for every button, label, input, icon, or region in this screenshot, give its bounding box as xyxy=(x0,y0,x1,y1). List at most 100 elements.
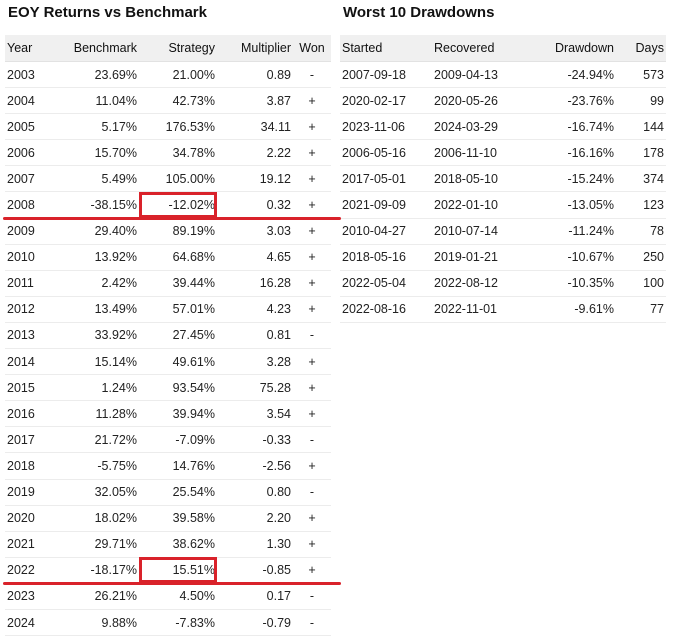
benchmark-cell: 11.04% xyxy=(47,87,139,115)
year-cell: 2006 xyxy=(5,139,47,167)
days-cell: 123 xyxy=(616,191,666,219)
won-cell: + xyxy=(293,139,331,167)
year-cell: 2013 xyxy=(5,322,47,350)
multiplier-cell: -0.79 xyxy=(217,609,293,636)
multiplier-cell: 3.54 xyxy=(217,400,293,428)
year-cell: 2008 xyxy=(5,191,47,219)
table-row: 2004 11.04% 42.73% 3.87 + xyxy=(5,87,331,115)
table-row: 2020-02-17 2020-05-26 -23.76% 99 xyxy=(340,87,666,115)
benchmark-cell: 21.72% xyxy=(47,426,139,454)
started-cell: 2018-05-16 xyxy=(340,244,432,271)
column-header-recovered: Recovered xyxy=(432,35,528,62)
days-cell: 573 xyxy=(616,61,666,89)
strategy-cell: -7.09% xyxy=(139,426,217,454)
won-cell: + xyxy=(293,218,331,245)
strategy-cell: 42.73% xyxy=(139,87,217,115)
strategy-cell: 49.61% xyxy=(139,348,217,376)
table-row: 2005 5.17% 176.53% 34.11 + xyxy=(5,113,331,141)
year-cell: 2010 xyxy=(5,244,47,271)
table-row: 2014 15.14% 49.61% 3.28 + xyxy=(5,348,331,376)
benchmark-cell: 26.21% xyxy=(47,583,139,610)
year-cell: 2011 xyxy=(5,270,47,297)
table-row: 2003 23.69% 21.00% 0.89- xyxy=(5,61,331,89)
table-row: 2022-05-04 2022-08-12 -10.35% 100 xyxy=(340,270,666,297)
year-cell: 2021 xyxy=(5,531,47,558)
strategy-cell: -12.02% xyxy=(139,191,217,219)
multiplier-cell: 75.28 xyxy=(217,374,293,402)
column-header-drawdown: Drawdown xyxy=(528,35,616,62)
strategy-cell: -7.83% xyxy=(139,609,217,636)
won-cell: + xyxy=(293,531,331,558)
recovered-cell: 2019-01-21 xyxy=(432,244,528,271)
table-row: 2017-05-01 2018-05-10 -15.24% 374 xyxy=(340,165,666,193)
table-row: 2009 29.40% 89.19% 3.03 + xyxy=(5,218,331,245)
won-cell: + xyxy=(293,400,331,428)
table-row: 2010-04-27 2010-07-14 -11.24% 78 xyxy=(340,218,666,245)
multiplier-cell: 3.28 xyxy=(217,348,293,376)
table-header-row: Started Recovered Drawdown Days xyxy=(340,35,666,62)
highlight-underline xyxy=(3,217,341,221)
recovered-cell: 2018-05-10 xyxy=(432,165,528,193)
strategy-cell: 176.53% xyxy=(139,113,217,141)
year-cell: 2012 xyxy=(5,296,47,323)
table-row: 2023 26.21% 4.50% 0.17- xyxy=(5,583,331,610)
recovered-cell: 2022-08-12 xyxy=(432,270,528,297)
year-cell: 2003 xyxy=(5,61,47,89)
won-cell: - xyxy=(293,609,331,636)
table-row: 2016 11.28% 39.94% 3.54 + xyxy=(5,400,331,428)
table-row: 2006 15.70% 34.78% 2.22 + xyxy=(5,139,331,167)
won-cell: + xyxy=(293,505,331,532)
multiplier-cell: 0.80 xyxy=(217,479,293,506)
multiplier-cell: 34.11 xyxy=(217,113,293,141)
column-header-strategy: Strategy xyxy=(139,35,217,62)
benchmark-cell: 33.92% xyxy=(47,322,139,350)
days-cell: 178 xyxy=(616,139,666,167)
worst-drawdowns-table: Started Recovered Drawdown Days 2007-09-… xyxy=(340,35,666,323)
benchmark-cell: 13.92% xyxy=(47,244,139,271)
table-row: 2019 32.05% 25.54% 0.80- xyxy=(5,479,331,506)
drawdown-cell: -16.74% xyxy=(528,113,616,141)
table-row: 2012 13.49% 57.01% 4.23 + xyxy=(5,296,331,323)
benchmark-cell: -18.17% xyxy=(47,557,139,584)
won-cell: + xyxy=(293,87,331,115)
table-row: 2017 21.72% -7.09% -0.33- xyxy=(5,426,331,454)
table-row: 2007 5.49% 105.00% 19.12 + xyxy=(5,165,331,193)
year-cell: 2016 xyxy=(5,400,47,428)
won-cell: - xyxy=(293,426,331,454)
year-cell: 2019 xyxy=(5,479,47,506)
multiplier-cell: 16.28 xyxy=(217,270,293,297)
drawdown-cell: -24.94% xyxy=(528,61,616,89)
strategy-cell: 25.54% xyxy=(139,479,217,506)
table-row: 2020 18.02% 39.58% 2.20 + xyxy=(5,505,331,532)
days-cell: 250 xyxy=(616,244,666,271)
started-cell: 2020-02-17 xyxy=(340,87,432,115)
multiplier-cell: 3.87 xyxy=(217,87,293,115)
year-cell: 2009 xyxy=(5,218,47,245)
won-cell: + xyxy=(293,348,331,376)
worst-drawdowns-title: Worst 10 Drawdowns xyxy=(343,4,495,21)
year-cell: 2023 xyxy=(5,583,47,610)
started-cell: 2017-05-01 xyxy=(340,165,432,193)
benchmark-cell: 18.02% xyxy=(47,505,139,532)
strategy-cell: 14.76% xyxy=(139,452,217,480)
won-cell: + xyxy=(293,244,331,271)
multiplier-cell: 0.17 xyxy=(217,583,293,610)
strategy-cell: 15.51% xyxy=(139,557,217,584)
year-cell: 2014 xyxy=(5,348,47,376)
eoy-returns-title: EOY Returns vs Benchmark xyxy=(8,4,207,21)
table-row: 2011 2.42% 39.44% 16.28 + xyxy=(5,270,331,297)
table-row: 2013 33.92% 27.45% 0.81- xyxy=(5,322,331,350)
strategy-cell: 39.94% xyxy=(139,400,217,428)
days-cell: 374 xyxy=(616,165,666,193)
benchmark-cell: 29.71% xyxy=(47,531,139,558)
benchmark-cell: 15.14% xyxy=(47,348,139,376)
strategy-cell: 105.00% xyxy=(139,165,217,193)
table-row: 2021-09-09 2022-01-10 -13.05% 123 xyxy=(340,191,666,219)
eoy-returns-table: Year Benchmark Strategy Multiplier Won 2… xyxy=(5,35,331,636)
started-cell: 2021-09-09 xyxy=(340,191,432,219)
benchmark-cell: 15.70% xyxy=(47,139,139,167)
won-cell: - xyxy=(293,583,331,610)
drawdown-cell: -13.05% xyxy=(528,191,616,219)
table-row: 2015 1.24% 93.54% 75.28 + xyxy=(5,374,331,402)
drawdown-cell: -9.61% xyxy=(528,296,616,323)
